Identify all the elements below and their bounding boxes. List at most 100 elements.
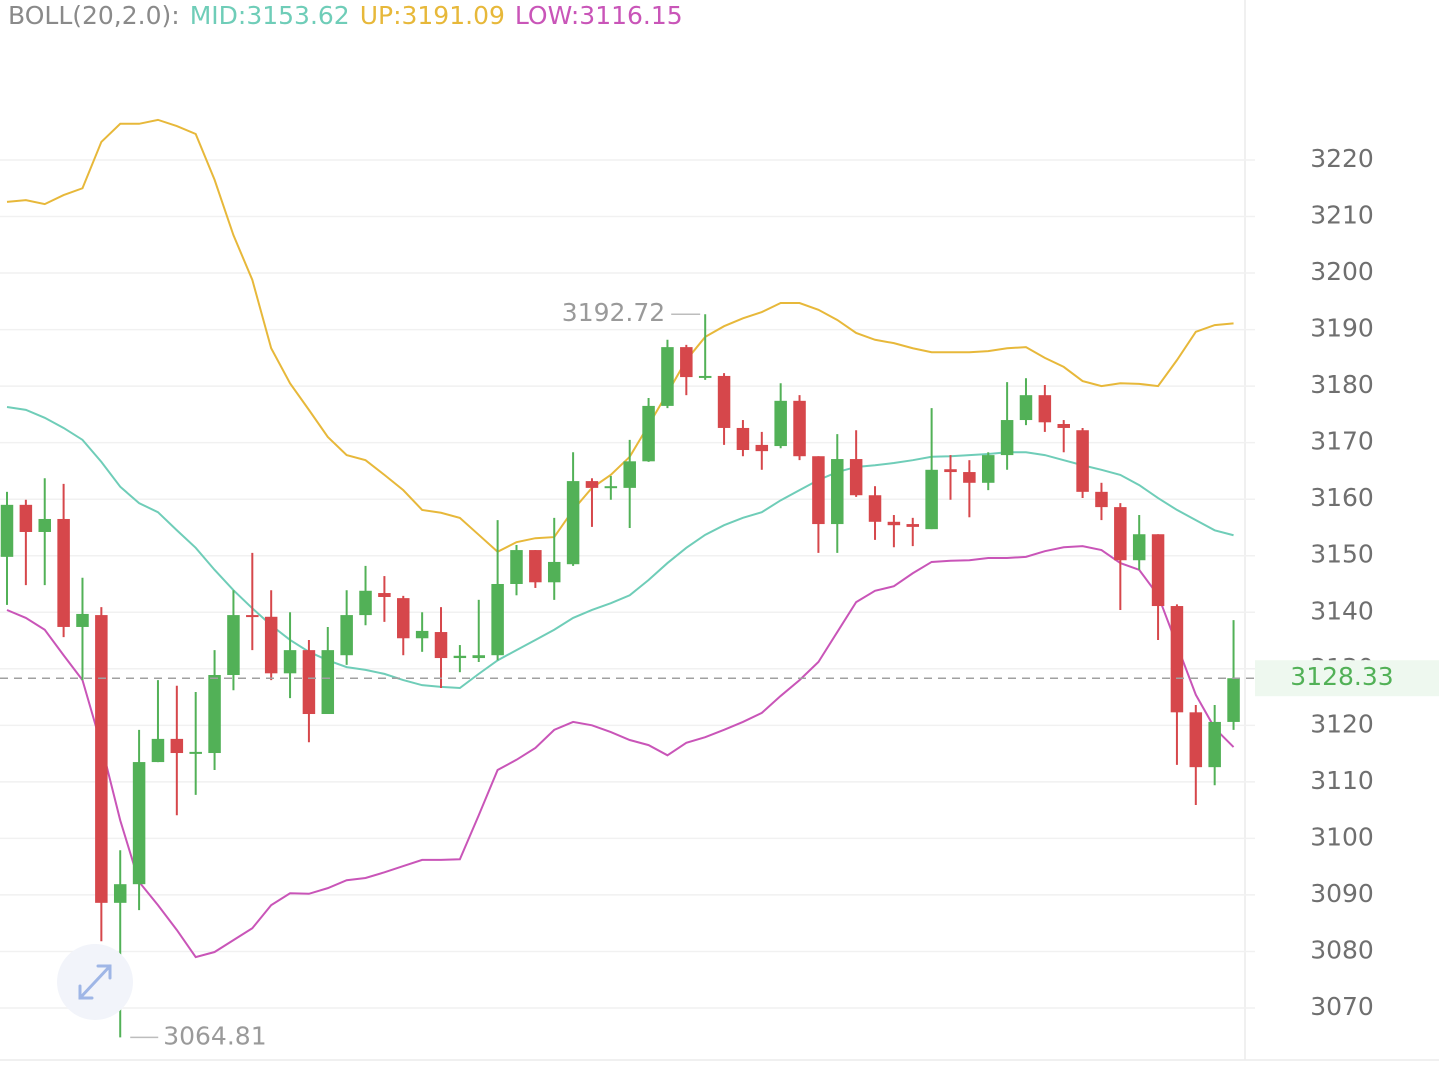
candle-body: [717, 375, 731, 428]
candle-body: [378, 593, 391, 597]
candle-body: [604, 486, 618, 489]
candle-body: [95, 615, 108, 903]
candle-body: [434, 632, 448, 659]
candle-body: [1114, 507, 1127, 561]
candle-body: [283, 650, 297, 674]
candle-body: [1038, 395, 1052, 423]
candle-body: [1170, 606, 1184, 713]
candle-body: [963, 472, 976, 483]
candle-body: [397, 598, 410, 639]
y-tick-label: 3210: [1310, 201, 1374, 230]
expand-icon[interactable]: [78, 964, 112, 1000]
candle-body: [1095, 491, 1108, 508]
band-line: [6, 118, 1234, 553]
candle-body: [585, 481, 599, 488]
candle-body: [415, 630, 429, 639]
candle-body: [1151, 534, 1165, 607]
candle-body: [340, 615, 353, 656]
candle-body: [0, 504, 14, 557]
y-tick-label: 3100: [1310, 822, 1374, 851]
candle-body: [321, 650, 335, 715]
candle-body: [1132, 534, 1146, 561]
y-tick-label: 3110: [1310, 766, 1374, 795]
candle-body: [1208, 721, 1221, 768]
candle-body: [661, 347, 674, 406]
y-tick-label: 3080: [1310, 935, 1374, 964]
y-tick-label: 3220: [1310, 144, 1374, 173]
candle-body: [491, 583, 504, 656]
candle-body: [1227, 678, 1240, 722]
y-tick-label: 3140: [1310, 596, 1374, 625]
candle-body: [868, 495, 882, 522]
candle-body: [189, 751, 202, 754]
expand-button[interactable]: [57, 944, 133, 1020]
price-tag-bg: [1255, 660, 1439, 697]
candle-body: [170, 738, 184, 754]
candle-body: [1057, 424, 1070, 428]
candle-body: [76, 613, 89, 627]
y-tick-label: 3190: [1310, 314, 1374, 343]
candle-body: [1000, 420, 1014, 456]
y-tick-label: 3070: [1310, 992, 1374, 1021]
candle-body: [812, 456, 825, 525]
candle-body: [887, 521, 901, 526]
candle-body: [359, 590, 372, 616]
candle-body: [208, 675, 221, 754]
grid: 3070308030903100311031203130314031503160…: [0, 144, 1374, 1021]
candle-body: [981, 455, 995, 483]
candle-body: [19, 504, 33, 532]
band-line: [6, 545, 1235, 959]
y-tick-label: 3180: [1310, 370, 1374, 399]
candle-body: [566, 481, 580, 565]
y-tick-label: 3120: [1310, 709, 1374, 738]
candle-body: [925, 469, 938, 530]
legend: BOLL(20,2.0): MID:3153.62 UP:3191.09 LOW:31…: [8, 1, 683, 30]
candle-body: [774, 400, 787, 447]
legend-entry: MID:3153.62: [190, 1, 350, 30]
candle-body: [1076, 430, 1089, 492]
legend-indicator: BOLL(20,2.0):: [8, 1, 180, 30]
bands: [6, 118, 1235, 959]
candle-body: [151, 738, 165, 763]
candle-body: [227, 615, 240, 676]
overlay: 3192.72 3064.81 3128.33: [0, 298, 1439, 1050]
y-tick-label: 3200: [1310, 257, 1374, 286]
candle-body: [547, 561, 561, 583]
candle-body: [453, 655, 467, 659]
candle-body: [113, 884, 127, 903]
candle-body: [906, 524, 920, 527]
candle-body: [246, 615, 259, 618]
candle-body: [132, 762, 146, 885]
candle-body: [510, 550, 523, 584]
candle-body: [529, 550, 542, 583]
y-tick-label: 3170: [1310, 427, 1374, 456]
candle-body: [38, 518, 51, 532]
y-tick-label: 3150: [1310, 540, 1374, 569]
candle-body: [264, 616, 278, 674]
candle-body: [57, 518, 70, 627]
band-line: [6, 406, 1234, 690]
candle-body: [831, 459, 844, 525]
candle-body: [642, 405, 655, 462]
price-tag: 3128.33: [1290, 662, 1393, 691]
candle-body: [472, 655, 485, 659]
candles: [0, 314, 1240, 1038]
candle-body: [623, 461, 636, 488]
max-label: 3192.72: [562, 298, 665, 327]
candle-body: [1019, 395, 1033, 421]
y-tick-label: 3090: [1310, 879, 1374, 908]
candle-body: [755, 444, 769, 452]
candle-body: [698, 375, 712, 378]
candle-body: [1189, 712, 1203, 768]
candle-body: [680, 347, 693, 378]
candle-body: [793, 400, 806, 457]
min-label: 3064.81: [163, 1021, 266, 1050]
candle-body: [736, 427, 750, 451]
candle-body: [302, 650, 316, 715]
candle-body: [944, 469, 957, 473]
legend-entry: LOW:3116.15: [515, 1, 683, 30]
y-tick-label: 3160: [1310, 483, 1374, 512]
legend-entry: UP:3191.09: [360, 1, 505, 30]
